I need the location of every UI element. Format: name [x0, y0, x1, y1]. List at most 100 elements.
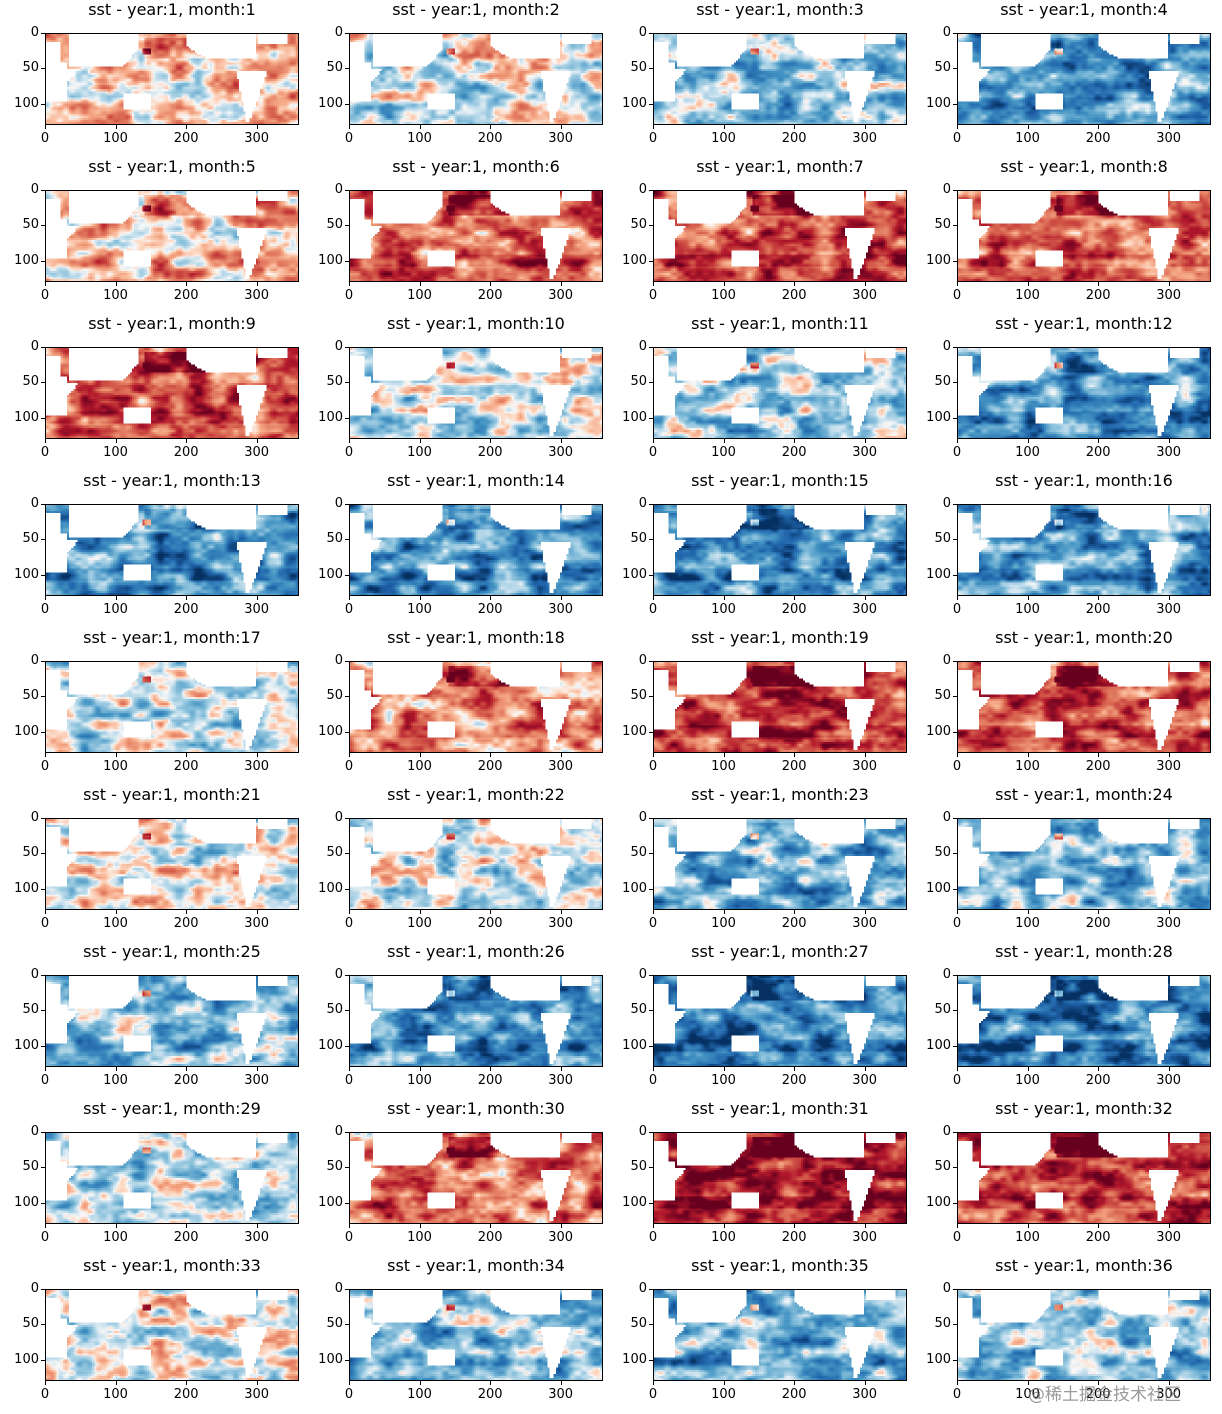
x-tick-mark — [957, 753, 958, 757]
x-tick-label: 200 — [781, 1387, 807, 1402]
y-tick-mark — [649, 382, 653, 384]
x-tick-label: 0 — [952, 1230, 962, 1245]
x-tick-label: 300 — [244, 602, 270, 617]
y-tick-mark — [649, 504, 653, 505]
y-tick-label: 0 — [638, 810, 647, 825]
x-tick-label: 100 — [407, 1387, 432, 1402]
y-tick-mark — [41, 574, 45, 576]
y-tick-mark — [41, 1132, 45, 1133]
subplot-title: sst - year:1, month:24 — [995, 785, 1173, 804]
heatmap-plot-area — [349, 1132, 603, 1224]
x-tick-label: 300 — [1156, 916, 1182, 931]
y-tick-label: 100 — [14, 566, 39, 582]
y-tick-label: 100 — [14, 880, 39, 896]
y-tick-label: 0 — [638, 496, 647, 511]
x-tick-mark — [653, 1381, 654, 1385]
y-tick-mark — [649, 103, 653, 105]
y-tick-label: 0 — [942, 810, 951, 825]
x-tick-mark — [349, 282, 350, 286]
x-tick-mark — [653, 282, 654, 286]
heatmap-image — [654, 1133, 906, 1223]
y-tick-label: 100 — [622, 1037, 647, 1053]
y-tick-label: 50 — [22, 1159, 39, 1175]
heatmap-plot-area — [653, 1132, 907, 1224]
y-tick-mark — [649, 1289, 653, 1290]
x-tick-label: 0 — [952, 445, 962, 460]
x-tick-label: 300 — [244, 1387, 270, 1402]
x-tick-mark — [653, 1224, 654, 1228]
y-tick-label: 50 — [22, 531, 39, 547]
subplot-month-8: sst - year:1, month:8 0 50 100 0 100 200 300 — [912, 157, 1212, 314]
x-tick-label: 0 — [344, 1230, 354, 1245]
heatmap-image — [958, 662, 1210, 752]
y-tick-label: 0 — [942, 339, 951, 354]
x-tick-label: 300 — [244, 1230, 270, 1245]
x-tick-label: 100 — [103, 916, 128, 931]
y-tick-label: 100 — [622, 1194, 647, 1210]
x-tick-mark — [490, 753, 492, 757]
x-tick-mark — [957, 1224, 958, 1228]
y-tick-mark — [345, 68, 349, 70]
subplot-title: sst - year:1, month:27 — [691, 942, 869, 961]
x-tick-mark — [1168, 596, 1170, 600]
x-tick-mark — [957, 596, 958, 600]
y-tick-label: 0 — [30, 810, 39, 825]
x-tick-label: 0 — [344, 1073, 354, 1088]
y-tick-mark — [649, 1045, 653, 1047]
x-tick-label: 100 — [103, 1230, 128, 1245]
y-tick-mark — [649, 225, 653, 227]
x-tick-mark — [45, 1381, 46, 1385]
x-tick-mark — [560, 1067, 562, 1071]
x-tick-label: 200 — [781, 916, 807, 931]
x-tick-mark — [45, 125, 46, 129]
y-tick-mark — [345, 347, 349, 348]
y-tick-label: 100 — [318, 95, 343, 111]
x-tick-label: 100 — [1015, 1073, 1040, 1088]
x-tick-mark — [794, 1224, 796, 1228]
subplot-title: sst - year:1, month:20 — [995, 628, 1173, 647]
y-tick-mark — [345, 1045, 349, 1047]
x-tick-label: 100 — [407, 288, 432, 303]
x-tick-mark — [653, 439, 654, 443]
y-tick-mark — [41, 731, 45, 733]
x-tick-label: 0 — [952, 759, 962, 774]
y-tick-mark — [953, 661, 957, 662]
x-tick-mark — [256, 596, 258, 600]
x-tick-mark — [653, 910, 654, 914]
x-tick-mark — [864, 1067, 866, 1071]
y-tick-mark — [345, 661, 349, 662]
y-tick-mark — [649, 539, 653, 541]
y-tick-label: 100 — [318, 409, 343, 425]
y-tick-label: 50 — [326, 688, 343, 704]
heatmap-plot-area — [349, 1289, 603, 1381]
subplot-title: sst - year:1, month:33 — [83, 1256, 261, 1275]
y-tick-mark — [649, 818, 653, 819]
x-tick-mark — [723, 753, 725, 757]
y-tick-mark — [41, 975, 45, 976]
y-tick-label: 50 — [630, 531, 647, 547]
y-tick-label: 100 — [926, 95, 951, 111]
x-tick-mark — [349, 753, 350, 757]
x-tick-mark — [186, 125, 188, 129]
y-tick-label: 0 — [30, 182, 39, 197]
x-tick-label: 100 — [103, 445, 128, 460]
x-tick-label: 0 — [344, 445, 354, 460]
x-tick-label: 200 — [1085, 1073, 1111, 1088]
y-tick-mark — [345, 1167, 349, 1169]
heatmap-plot-area — [957, 818, 1211, 910]
x-tick-label: 200 — [781, 759, 807, 774]
x-tick-label: 100 — [1015, 1230, 1040, 1245]
x-tick-mark — [1168, 1224, 1170, 1228]
x-tick-mark — [45, 753, 46, 757]
subplot-month-4: sst - year:1, month:4 0 50 100 0 100 200 300 — [912, 0, 1212, 157]
y-tick-label: 100 — [14, 1194, 39, 1210]
y-tick-label: 100 — [14, 1351, 39, 1367]
heatmap-image — [654, 348, 906, 438]
subplot-month-9: sst - year:1, month:9 0 50 100 0 100 200 300 — [0, 314, 300, 471]
y-tick-label: 0 — [942, 496, 951, 511]
y-tick-mark — [953, 853, 957, 855]
x-tick-label: 0 — [40, 445, 50, 460]
x-tick-mark — [419, 910, 421, 914]
x-tick-mark — [45, 1067, 46, 1071]
x-tick-mark — [560, 1224, 562, 1228]
